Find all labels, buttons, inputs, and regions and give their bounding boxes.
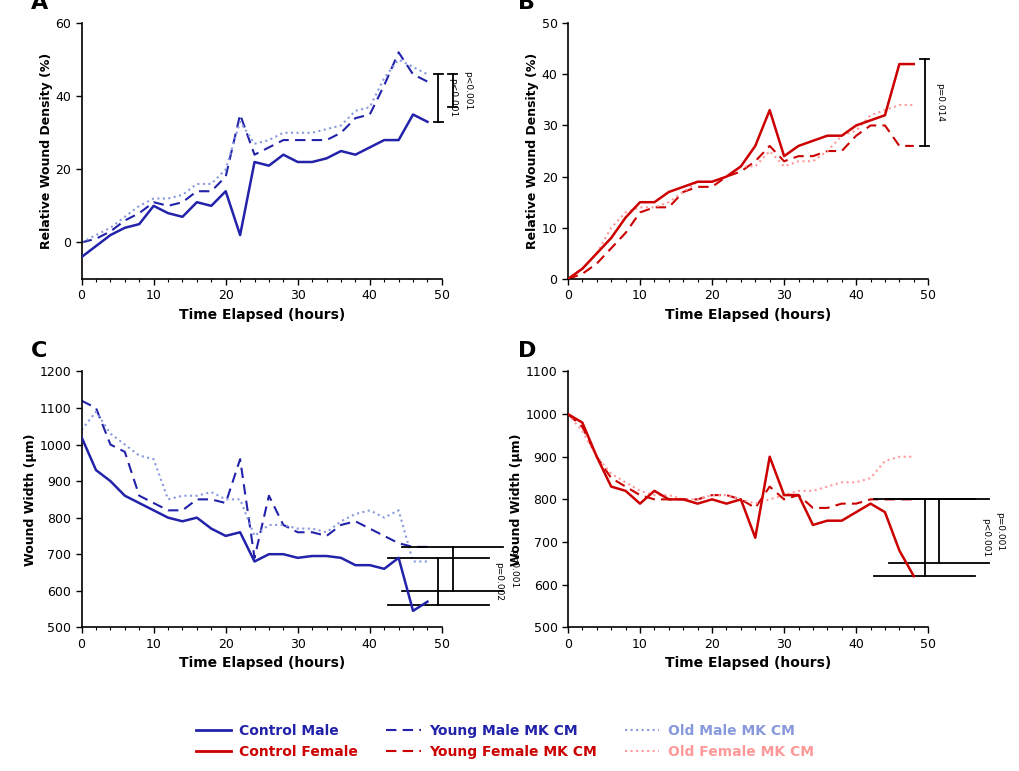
Text: p<0.001: p<0.001 (463, 71, 472, 110)
X-axis label: Time Elapsed (hours): Time Elapsed (hours) (178, 308, 344, 322)
Y-axis label: Relative Wound Density (%): Relative Wound Density (%) (525, 53, 538, 249)
Text: C: C (32, 342, 48, 362)
Y-axis label: Wound Width (μm): Wound Width (μm) (510, 433, 523, 566)
Y-axis label: Wound Width (μm): Wound Width (μm) (23, 433, 37, 566)
Text: D: D (517, 342, 535, 362)
X-axis label: Time Elapsed (hours): Time Elapsed (hours) (178, 656, 344, 670)
Text: p=0.001: p=0.001 (995, 512, 1004, 551)
Text: p<0.001: p<0.001 (448, 79, 457, 118)
Text: p<0.001: p<0.001 (508, 549, 518, 588)
Legend: Control Male, Control Female, Young Male MK CM, Young Female MK CM, Old Male MK : Control Male, Control Female, Young Male… (191, 719, 818, 765)
Text: p=0.014: p=0.014 (933, 83, 943, 122)
X-axis label: Time Elapsed (hours): Time Elapsed (hours) (664, 656, 830, 670)
Y-axis label: Relative Wound Density (%): Relative Wound Density (%) (40, 53, 53, 249)
Text: A: A (32, 0, 48, 13)
X-axis label: Time Elapsed (hours): Time Elapsed (hours) (664, 308, 830, 322)
Text: p=0.002: p=0.002 (494, 562, 503, 601)
Text: B: B (517, 0, 534, 13)
Text: p<0.001: p<0.001 (980, 518, 988, 557)
